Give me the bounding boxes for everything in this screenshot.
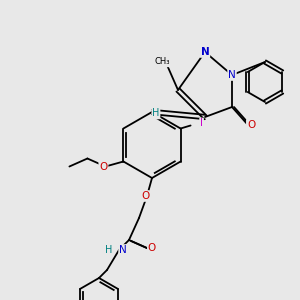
Text: O: O <box>148 243 156 253</box>
Text: CH₃: CH₃ <box>154 58 170 67</box>
Text: H: H <box>152 109 160 118</box>
Text: N: N <box>119 245 127 255</box>
Text: H: H <box>105 245 113 255</box>
Text: I: I <box>200 118 203 128</box>
Text: O: O <box>99 161 107 172</box>
Text: O: O <box>247 120 255 130</box>
Text: O: O <box>141 191 149 201</box>
Text: N: N <box>201 47 209 57</box>
Text: N: N <box>228 70 236 80</box>
